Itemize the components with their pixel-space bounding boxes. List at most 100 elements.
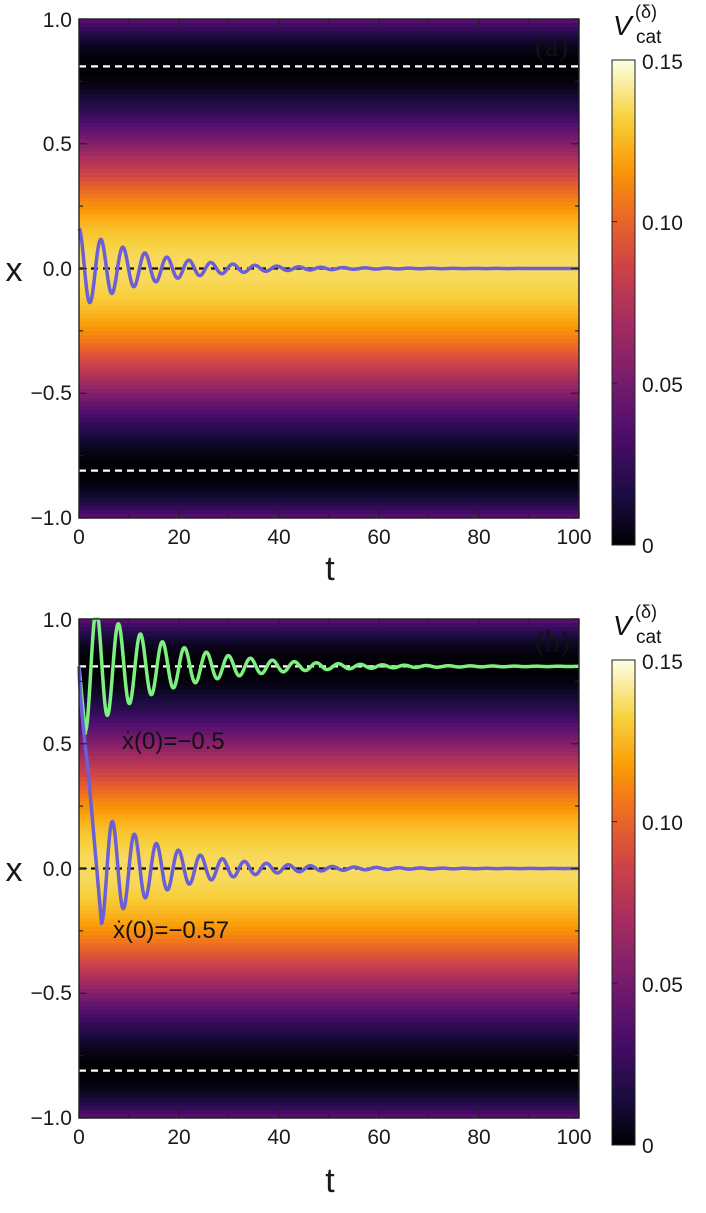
heat-band (79, 1101, 579, 1107)
heat-band (79, 826, 579, 832)
heat-band (79, 660, 579, 666)
heat-band (79, 1026, 579, 1032)
y-tick-a-m1: −1.0 (31, 507, 72, 530)
heat-band (79, 64, 579, 70)
y-tick-b-0.5: 0.5 (43, 733, 72, 756)
heat-band (79, 472, 579, 478)
heat-band (79, 814, 579, 820)
heat-band (79, 35, 579, 41)
heat-band (79, 710, 579, 716)
heat-band (79, 206, 579, 211)
y-tick-b-0: 0.0 (43, 858, 72, 881)
heat-band (79, 685, 579, 691)
heat-band (79, 409, 579, 415)
heat-band (79, 293, 579, 299)
heat-band (79, 631, 579, 637)
heat-band (79, 247, 579, 253)
heat-band (79, 447, 579, 453)
heat-band (79, 31, 579, 37)
heat-band (79, 310, 579, 315)
heat-band (79, 714, 579, 720)
trajectory-b-blue (77, 666, 581, 926)
heat-band (79, 193, 579, 199)
heat-band (79, 1018, 579, 1023)
heat-band (79, 976, 579, 982)
heat-band (79, 355, 579, 361)
heat-band (79, 1080, 579, 1086)
y-tick-b-m1: −1.0 (31, 1107, 72, 1130)
heat-band (79, 376, 579, 382)
panel-a: (a) 1.0 0.5 0.0 −0.5 −1.0 0 20 40 60 80 … (6, 2, 683, 588)
heat-band (79, 27, 579, 33)
heat-band (79, 301, 579, 307)
heat-band (79, 118, 579, 124)
heat-band (79, 968, 579, 974)
heat-band (79, 635, 579, 641)
heat-band (79, 673, 579, 678)
heat-band (79, 880, 579, 886)
y-tick-a-0: 0.0 (43, 258, 72, 281)
cb-tick-a-0.15: 0.15 (642, 51, 683, 74)
heat-band (79, 735, 579, 741)
y-tick-a-m0.5: −0.5 (31, 382, 72, 405)
heat-band (79, 677, 579, 682)
heat-band (79, 177, 579, 182)
heat-band (79, 1084, 579, 1090)
heat-band (79, 488, 579, 494)
y-tick-b-m0.5: −0.5 (31, 982, 72, 1005)
heat-band (79, 497, 579, 502)
heat-band (79, 839, 579, 845)
heat-band (79, 405, 579, 411)
heat-band (79, 1034, 579, 1040)
heat-band (79, 239, 579, 245)
x-axis-label-b: t (325, 1162, 335, 1200)
x-tick-a-80: 80 (467, 526, 490, 549)
heat-band (79, 422, 579, 428)
cb-tick-b-0.10: 0.10 (642, 812, 683, 835)
heat-band (79, 135, 579, 141)
heat-band (79, 339, 579, 344)
annotation-blue: ẋ(0)=−0.57 (113, 917, 229, 944)
heat-band (79, 1109, 579, 1115)
heat-band (79, 164, 579, 170)
heat-band (79, 648, 579, 653)
heat-band (79, 443, 579, 448)
ticks-b (78, 618, 580, 1119)
heat-band (79, 1043, 579, 1048)
x-tick-b-20: 20 (167, 1126, 190, 1149)
heat-band (79, 384, 579, 390)
heat-band (79, 251, 579, 257)
heat-band (79, 943, 579, 949)
heat-band (79, 1005, 579, 1011)
heat-band (79, 156, 579, 161)
heat-band (79, 401, 579, 407)
heat-band (79, 330, 579, 336)
heat-band (79, 505, 579, 511)
heat-band (79, 984, 579, 990)
heat-band (79, 668, 579, 674)
heat-band (79, 885, 579, 890)
heat-band (79, 98, 579, 103)
heat-band (79, 722, 579, 728)
heat-band (79, 210, 579, 216)
heat-band (79, 276, 579, 282)
heat-band (79, 731, 579, 737)
heat-band (79, 364, 579, 369)
y-tick-b-1: 1.0 (43, 609, 72, 632)
x-tick-b-80: 80 (467, 1126, 490, 1149)
heat-band (79, 1014, 579, 1019)
heat-band (79, 905, 579, 911)
heat-band (79, 752, 579, 757)
heat-band (79, 1063, 579, 1069)
heat-band (79, 664, 579, 670)
heat-band (79, 347, 579, 353)
heat-band (79, 226, 579, 232)
heat-band (79, 1055, 579, 1061)
heat-band (79, 947, 579, 953)
heat-band (79, 727, 579, 732)
heat-band (79, 89, 579, 95)
heat-band (79, 122, 579, 128)
x-tick-a-20: 20 (167, 526, 190, 549)
heat-band (79, 893, 579, 899)
